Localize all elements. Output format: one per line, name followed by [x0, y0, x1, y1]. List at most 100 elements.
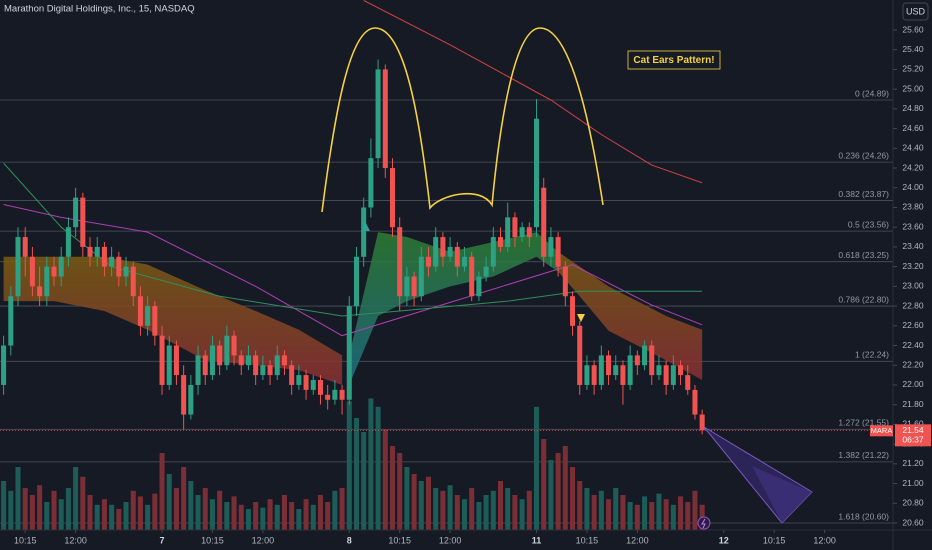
- candle-body: [533, 118, 540, 228]
- currency: USD: [906, 6, 926, 16]
- candle-body: [526, 227, 532, 238]
- volume-bar: [58, 499, 64, 530]
- candle-body: [454, 246, 460, 267]
- y-tick-label: 21.20: [902, 458, 924, 468]
- volume-bar: [332, 490, 338, 530]
- x-tick-label: 7: [160, 535, 165, 545]
- candle-body: [202, 355, 208, 376]
- candle-body: [260, 365, 266, 376]
- volume-bar: [87, 495, 93, 530]
- candle-body: [425, 256, 432, 267]
- candle-body: [289, 365, 295, 385]
- candle-body: [692, 389, 698, 415]
- volume-bar: [173, 488, 179, 530]
- volume-bar: [231, 496, 237, 530]
- volume-bar: [65, 488, 71, 530]
- y-tick-label: 21.80: [902, 399, 924, 409]
- fib-label: 1 (22.24): [855, 350, 889, 360]
- candle-body: [51, 266, 57, 277]
- volume-bar: [497, 481, 504, 530]
- volume-bar: [325, 502, 331, 530]
- volume-bar: [159, 453, 165, 530]
- y-tick-label: 24.20: [902, 162, 924, 172]
- volume-bar: [375, 406, 381, 530]
- candle-body: [620, 365, 626, 385]
- volume-bar: [541, 439, 547, 530]
- candle-body: [29, 256, 35, 287]
- candle-body: [418, 256, 424, 297]
- volume-bar: [130, 490, 136, 530]
- candle-body: [613, 365, 619, 376]
- candle-body: [433, 237, 439, 267]
- volume-bar: [411, 474, 417, 530]
- volume-bar: [289, 502, 295, 530]
- volume-bar: [519, 499, 525, 530]
- x-tick-label: 10:15: [14, 535, 37, 545]
- projection-fan-inner: [752, 466, 812, 523]
- y-tick-label: 25.20: [902, 64, 924, 74]
- axes: 20.6020.8021.0021.2021.4021.6021.8022.00…: [14, 24, 931, 545]
- volume-bar: [166, 474, 172, 530]
- candle-body: [37, 286, 43, 297]
- volume-bar: [368, 398, 374, 530]
- volume-bar: [548, 460, 554, 530]
- volume-bar: [8, 490, 14, 530]
- volume-bar: [692, 490, 698, 530]
- x-tick-label: 12:00: [64, 535, 87, 545]
- candle-body: [317, 380, 323, 395]
- candle-body: [44, 266, 50, 297]
- candle-body: [22, 237, 28, 257]
- candle-body: [411, 276, 417, 297]
- volume-bar: [476, 502, 482, 530]
- annotation-box: [627, 50, 721, 70]
- volume-bar: [274, 504, 280, 530]
- candle-body: [461, 256, 468, 267]
- candle-body: [188, 384, 194, 415]
- candle-body: [670, 365, 676, 385]
- volume-bar: [613, 488, 619, 530]
- volume-bar: [533, 406, 540, 530]
- fib-label: 1.618 (20.60): [838, 511, 889, 521]
- volume-bar: [80, 476, 86, 530]
- drawings: Cat Ears Pattern!: [321, 27, 813, 530]
- candle-body: [87, 246, 93, 257]
- fib-label: 0.618 (23.25): [838, 250, 889, 260]
- alert-icon[interactable]: [697, 516, 711, 530]
- volume-bar: [425, 476, 432, 530]
- candle-body: [678, 365, 684, 376]
- countdown: 06:37: [902, 435, 924, 445]
- y-tick-label: 20.60: [902, 517, 924, 527]
- volume-bar: [461, 499, 468, 530]
- candle-body: [310, 380, 316, 390]
- candle-body: [627, 355, 633, 385]
- y-tick-label: 23.40: [902, 241, 924, 251]
- candle-body: [73, 197, 79, 228]
- candle-body: [483, 266, 489, 277]
- volume-bar: [181, 467, 187, 530]
- candle-body: [555, 237, 561, 267]
- volume-bar: [418, 481, 424, 530]
- candle-body: [281, 355, 287, 366]
- candle-body: [231, 335, 237, 356]
- y-tick-label: 21.00: [902, 478, 924, 488]
- volume-bar: [591, 495, 597, 530]
- currency-box[interactable]: [902, 2, 929, 21]
- candle-body: [245, 355, 251, 366]
- volume-bar: [188, 481, 194, 530]
- candle-body: [591, 365, 597, 385]
- x-tick-label: 12:00: [626, 535, 649, 545]
- volume-bar: [389, 446, 396, 530]
- candle-body: [181, 375, 187, 415]
- candle-body: [649, 345, 655, 376]
- candle-body: [382, 69, 388, 169]
- x-tick-label: 12:00: [813, 535, 836, 545]
- candle-body: [562, 266, 568, 297]
- volume-bar: [224, 502, 230, 530]
- indicator-line: [363, 0, 703, 184]
- y-tick-label: 23.60: [902, 221, 924, 231]
- volume-bar: [606, 499, 612, 530]
- volume-bar: [404, 467, 410, 530]
- cat-ears-drawing: [321, 27, 604, 213]
